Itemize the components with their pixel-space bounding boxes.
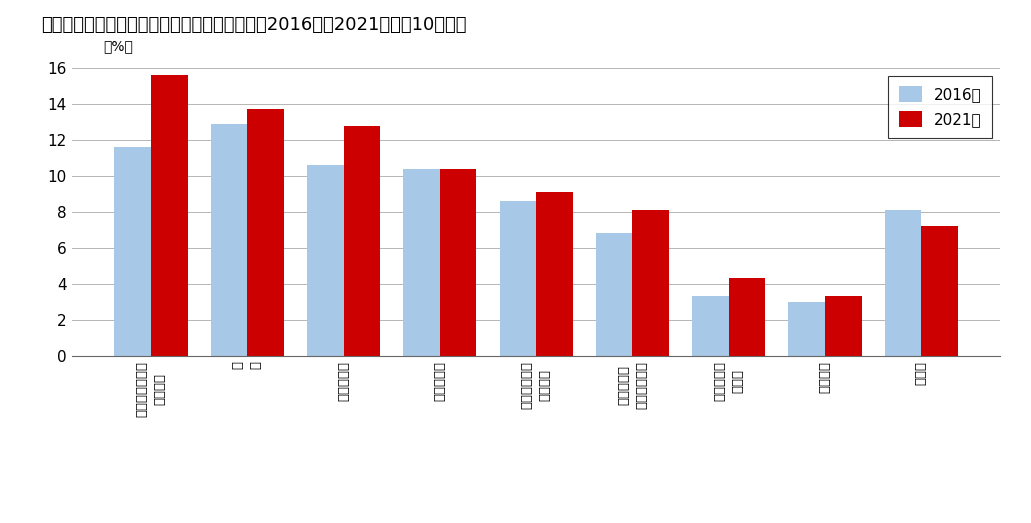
Bar	[825, 297, 862, 356]
Bar	[440, 168, 476, 356]
Bar	[729, 278, 765, 356]
Bar	[343, 126, 380, 356]
Bar	[536, 192, 572, 356]
Bar	[596, 233, 632, 356]
Bar	[247, 109, 284, 356]
Bar	[403, 168, 440, 356]
Bar	[789, 302, 825, 356]
Bar	[307, 165, 343, 356]
Bar	[114, 147, 151, 356]
Text: 「学習・自己問発・訓練」の種類別行動者率（2016年～2021年）－10歳以上: 「学習・自己問発・訓練」の種類別行動者率（2016年～2021年）－10歳以上	[41, 16, 467, 33]
Bar	[692, 297, 729, 356]
Bar	[922, 226, 958, 356]
Bar	[632, 210, 669, 356]
Bar	[885, 210, 922, 356]
Text: （%）: （%）	[103, 40, 133, 54]
Bar	[210, 124, 247, 356]
Legend: 2016年, 2021年: 2016年, 2021年	[888, 76, 993, 138]
Bar	[500, 201, 536, 356]
Bar	[151, 75, 188, 356]
